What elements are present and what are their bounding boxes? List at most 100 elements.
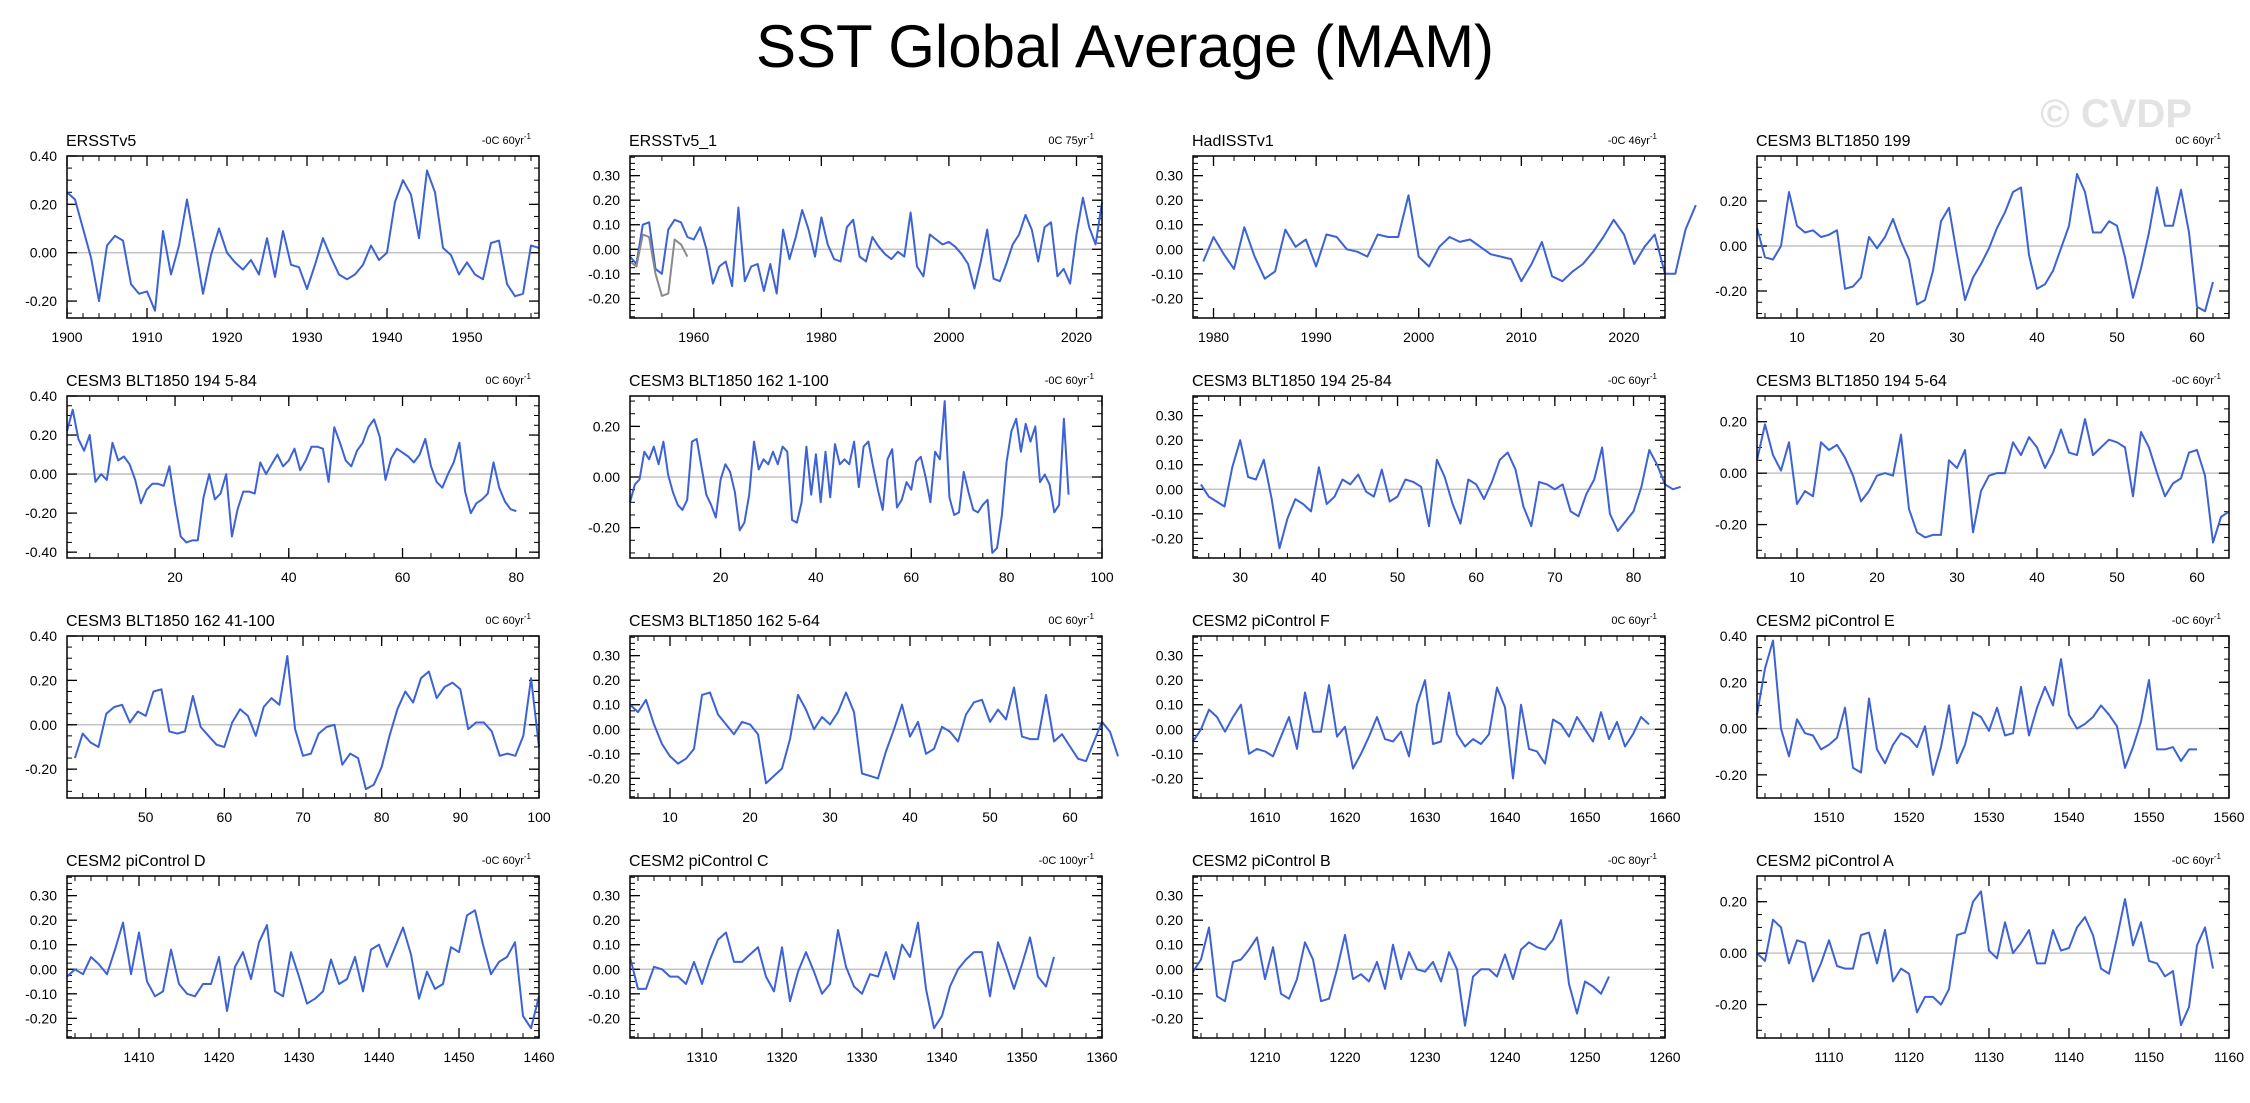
x-tick-label: 1540 [2053, 809, 2084, 825]
x-tick-label: 1220 [1329, 1049, 1360, 1065]
series-line [629, 400, 1070, 554]
chart-panel: 50 60 70 80 90 100 -0.20 0.00 0.20 0.40 CESM3 BLT1… [25, 612, 551, 825]
y-tick-label: 0.00 [1720, 238, 1747, 254]
x-tick-label: 1430 [283, 1049, 314, 1065]
x-tick-label: 50 [138, 809, 154, 825]
panel-title: CESM3 BLT1850 162 1-100 [629, 373, 829, 390]
trend-exponent: -1 [1087, 132, 1095, 141]
chart-panel: 20 40 60 80 -0.40 -0.20 0.00 0.20 0.40 CESM3 BLT1… [25, 372, 540, 585]
plot-frame [1756, 155, 2230, 319]
x-tick-label: 1640 [1489, 809, 1520, 825]
y-tick-label: 0.30 [30, 888, 57, 904]
y-tick-label: -0.20 [1151, 770, 1183, 786]
x-tick-label: 40 [808, 569, 824, 585]
y-tick-label: 0.20 [1156, 672, 1183, 688]
y-tick-label: -0.20 [1151, 1010, 1183, 1026]
trend-exponent: -1 [1087, 852, 1095, 861]
series-line [66, 408, 517, 544]
x-tick-label: 70 [295, 809, 311, 825]
trend-label: -0C 46yr-1 [1608, 132, 1658, 147]
trend-exponent: -1 [524, 132, 532, 141]
y-tick-label: -0.20 [588, 520, 620, 536]
x-tick-label: 1990 [1301, 329, 1332, 345]
y-tick-label: -0.10 [588, 746, 620, 762]
y-tick-label: -0.20 [588, 290, 620, 306]
y-tick-label: -0.20 [25, 1010, 57, 1026]
x-tick-label: 2020 [1608, 329, 1639, 345]
y-tick-label: 0.00 [593, 961, 620, 977]
trend-exponent: -1 [2214, 612, 2222, 621]
trend-exponent: -1 [524, 852, 532, 861]
x-tick-label: 1440 [363, 1049, 394, 1065]
x-tick-label: 50 [1390, 569, 1406, 585]
plot-frame [66, 635, 540, 799]
x-tick-label: 30 [1949, 329, 1965, 345]
y-tick-label: -0.20 [588, 770, 620, 786]
panel-title: CESM3 BLT1850 194 25-84 [1192, 373, 1392, 390]
watermark: © CVDP [2040, 92, 2192, 136]
y-tick-label: 0.20 [593, 192, 620, 208]
x-tick-label: 1960 [678, 329, 709, 345]
trend-label: -0C 60yr-1 [2172, 372, 2222, 387]
x-tick-label: 1950 [451, 329, 482, 345]
y-tick-label: -0.10 [1151, 266, 1183, 282]
x-tick-label: 20 [713, 569, 729, 585]
x-tick-label: 20 [742, 809, 758, 825]
trend-label: -0C 80yr-1 [1608, 852, 1658, 867]
y-tick-label: 0.20 [593, 672, 620, 688]
y-tick-label: 0.10 [30, 937, 57, 953]
plot-frame [1756, 875, 2230, 1039]
panel-title: CESM2 piControl D [66, 853, 206, 870]
panel-title: HadISSTv1 [1192, 133, 1274, 150]
x-tick-label: 70 [1547, 569, 1563, 585]
series-line [1756, 173, 2214, 313]
trend-exponent: -1 [1650, 372, 1658, 381]
x-tick-label: 10 [1789, 329, 1805, 345]
x-tick-label: 80 [999, 569, 1015, 585]
y-tick-label: 0.10 [593, 937, 620, 953]
y-tick-label: 0.30 [593, 648, 620, 664]
series-line [1192, 919, 1610, 1027]
plot-frame [629, 635, 1103, 799]
x-tick-label: 20 [1869, 329, 1885, 345]
y-tick-label: 0.30 [593, 168, 620, 184]
x-tick-label: 1150 [2134, 1049, 2164, 1065]
x-tick-label: 100 [527, 809, 551, 825]
x-tick-label: 50 [2109, 569, 2125, 585]
trend-label: -0C 60yr-1 [482, 132, 532, 147]
plot-frame [629, 155, 1103, 319]
trend-exponent: -1 [1087, 612, 1095, 621]
x-tick-label: 60 [2189, 329, 2205, 345]
trend-label: 0C 60yr-1 [485, 372, 531, 387]
series-line [73, 655, 540, 791]
x-tick-label: 10 [1789, 569, 1805, 585]
chart-panel: 10 20 30 40 50 60 -0.20 0.00 0.20 CESM3 BLT1850 1… [1715, 132, 2230, 345]
plot-frame [1192, 635, 1666, 799]
x-tick-label: 60 [395, 569, 411, 585]
y-tick-label: -0.20 [588, 1010, 620, 1026]
series-line [1202, 194, 1697, 283]
figure-title: SST Global Average (MAM) [755, 13, 1495, 80]
x-tick-label: 50 [982, 809, 998, 825]
trend-label: -0C 60yr-1 [2172, 852, 2222, 867]
x-tick-label: 1310 [686, 1049, 717, 1065]
trend-label: -0C 60yr-1 [2172, 612, 2222, 627]
y-tick-label: 0.00 [30, 717, 57, 733]
chart-panel: 1210 1220 1230 1240 1250 1260 -0.20 -0.10 0.00 0.… [1151, 852, 1681, 1065]
y-tick-label: -0.20 [1715, 283, 1747, 299]
y-tick-label: 0.00 [30, 466, 57, 482]
trend-label: 0C 60yr-1 [1611, 612, 1657, 627]
y-tick-label: 0.00 [1156, 241, 1183, 257]
y-tick-label: -0.20 [1151, 530, 1183, 546]
y-tick-label: 0.10 [593, 697, 620, 713]
panel-title: ERSSTv5 [66, 133, 136, 150]
plot-frame [1192, 875, 1666, 1039]
chart-panel: 10 20 30 40 50 60 -0.20 0.00 0.20 CESM3 BLT1850 1… [1715, 372, 2230, 585]
x-tick-label: 2020 [1061, 329, 1092, 345]
y-tick-label: 0.10 [1156, 937, 1183, 953]
panel-title: CESM2 piControl B [1192, 853, 1331, 870]
y-tick-label: 0.00 [30, 245, 57, 261]
panel-title: CESM2 piControl F [1192, 613, 1330, 630]
